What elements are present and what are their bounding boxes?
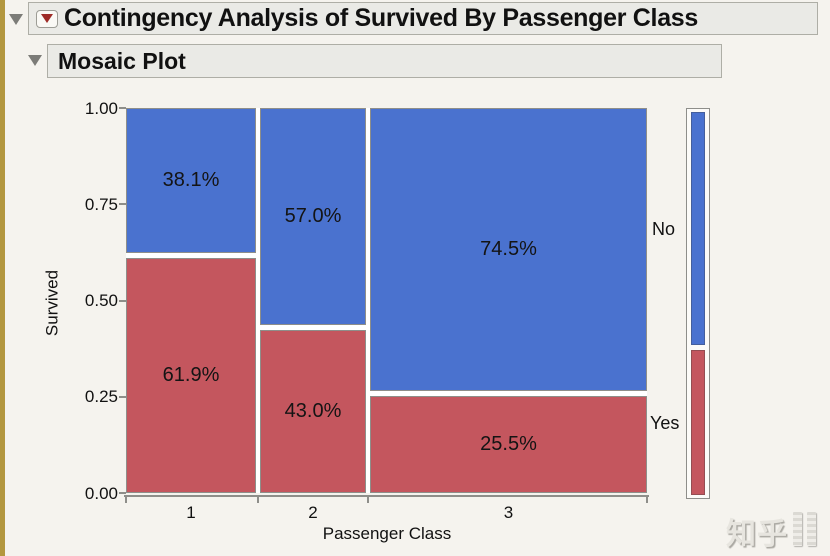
mosaic-cell-class1-yes[interactable]: 61.9% — [126, 258, 256, 493]
mosaic-disclosure-icon[interactable] — [28, 55, 42, 66]
watermark-stamp-bar — [793, 512, 802, 546]
mosaic-area: 38.1% 61.9% 57.0% 43.0% 74.5% 25.5% — [126, 108, 647, 493]
legend-label-no: No — [652, 218, 676, 239]
red-triangle-icon — [41, 14, 53, 23]
y-tick-mark — [119, 203, 126, 206]
x-category-label-1: 1 — [186, 503, 196, 522]
mosaic-cell-class1-no[interactable]: 38.1% — [126, 108, 256, 253]
x-tick-mark — [367, 496, 369, 503]
mosaic-cell-class2-yes[interactable]: 43.0% — [260, 330, 366, 493]
mosaic-section-header[interactable]: Mosaic Plot — [47, 44, 722, 78]
y-tick-label-1.00: 1.00 — [84, 98, 118, 118]
watermark-text: 知乎 — [726, 518, 788, 551]
mosaic-section-title: Mosaic Plot — [58, 47, 186, 74]
mosaic-cell-class2-no[interactable]: 57.0% — [260, 108, 366, 325]
overall-distribution-bar — [686, 108, 710, 499]
overall-bar-no[interactable] — [691, 112, 705, 345]
report-disclosure-icon[interactable] — [9, 14, 23, 25]
y-tick-mark — [119, 107, 126, 109]
y-tick-mark — [119, 395, 126, 398]
mosaic-cell-class3-yes[interactable]: 25.5% — [370, 396, 647, 493]
watermark-stamp-bar — [807, 512, 816, 546]
cell-label-class3-no: 74.5% — [480, 238, 537, 260]
y-tick-label-0.50: 0.50 — [84, 291, 118, 310]
cell-label-class2-yes: 43.0% — [284, 400, 342, 422]
x-category-label-2: 2 — [308, 503, 318, 522]
cell-label-class1-no: 38.1% — [162, 169, 220, 191]
x-tick-mark — [257, 496, 259, 503]
y-tick-mark — [119, 299, 126, 302]
y-tick-mark — [119, 492, 126, 494]
mosaic-cell-class3-no[interactable]: 74.5% — [370, 108, 647, 391]
x-axis-title: Passenger Class — [322, 524, 452, 543]
y-tick-label-0.25: 0.25 — [84, 387, 118, 407]
x-tick-mark — [646, 496, 648, 503]
x-category-label-3: 3 — [503, 503, 514, 522]
red-triangle-menu-button[interactable] — [36, 9, 58, 28]
cell-label-class1-yes: 61.9% — [162, 364, 220, 386]
legend-label-yes: Yes — [650, 412, 680, 433]
watermark: 知乎 — [726, 509, 816, 553]
report-title-bar[interactable]: Contingency Analysis of Survived By Pass… — [28, 2, 818, 35]
y-tick-label-0.75: 0.75 — [84, 194, 118, 214]
overall-bar-yes[interactable] — [691, 350, 705, 495]
y-tick-label-0.00: 0.00 — [84, 483, 118, 503]
cell-label-class3-yes: 25.5% — [480, 433, 537, 455]
cell-label-class2-no: 57.0% — [284, 205, 342, 227]
x-axis-line — [124, 495, 649, 497]
window-left-edge — [0, 0, 5, 556]
report-title: Contingency Analysis of Survived By Pass… — [64, 4, 699, 32]
x-tick-mark — [125, 496, 127, 503]
